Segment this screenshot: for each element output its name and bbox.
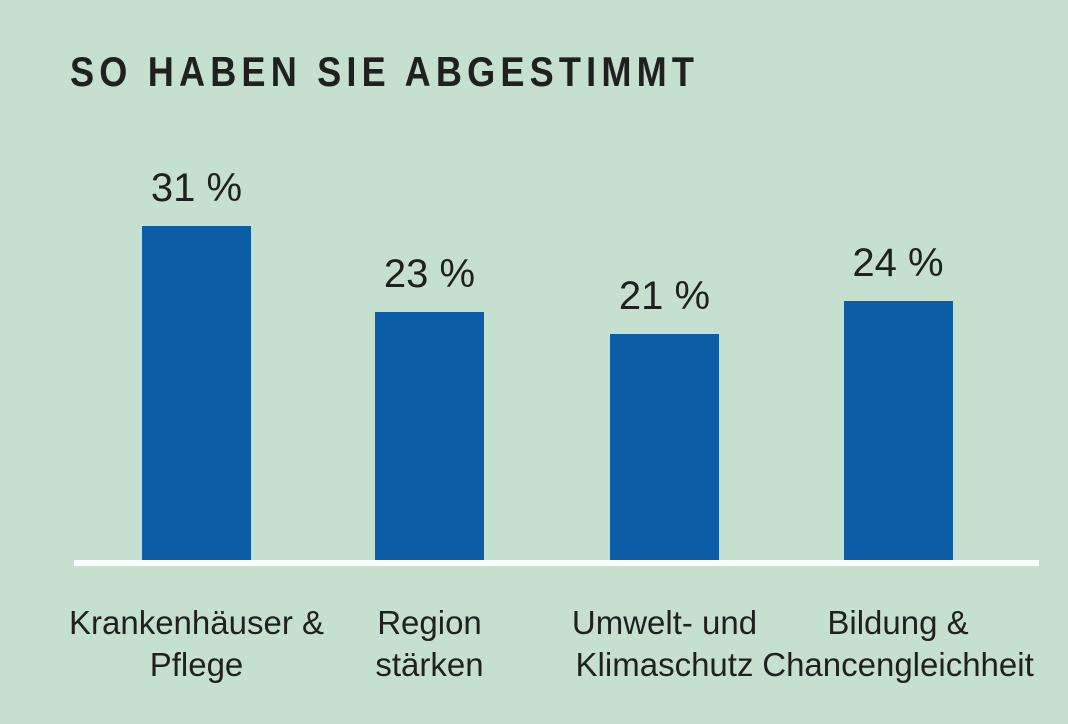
category-label: Umwelt- und Klimaschutz: [505, 602, 825, 686]
chart-title: SO HABEN SIE ABGESTIMMT: [70, 48, 700, 95]
category-label: Region stärken: [270, 602, 590, 686]
category-label-line: stärken: [375, 646, 484, 683]
category-label: Krankenhäuser & Pflege: [37, 602, 357, 686]
category-label-line: Klimaschutz: [575, 646, 754, 683]
bar: [610, 334, 719, 560]
bar-value-label: 21 %: [618, 274, 711, 318]
category-label-line: Bildung &: [827, 604, 969, 641]
category-label-line: Pflege: [149, 646, 244, 683]
category-label-line: Region: [377, 604, 482, 641]
baseline-axis: [74, 560, 1039, 566]
category-label-line: Chancengleichheit: [762, 646, 1034, 683]
bar: [375, 312, 484, 560]
bar-value-label: 24 %: [852, 241, 944, 285]
bar: [142, 226, 251, 560]
bar-value-label: 31 %: [150, 166, 243, 210]
category-label-line: Krankenhäuser &: [69, 604, 324, 641]
bar-value-label: 23 %: [383, 252, 476, 296]
bar: [843, 301, 953, 560]
category-label-line: Umwelt- und: [571, 604, 758, 641]
category-label: Bildung & Chancengleichheit: [738, 602, 1058, 686]
